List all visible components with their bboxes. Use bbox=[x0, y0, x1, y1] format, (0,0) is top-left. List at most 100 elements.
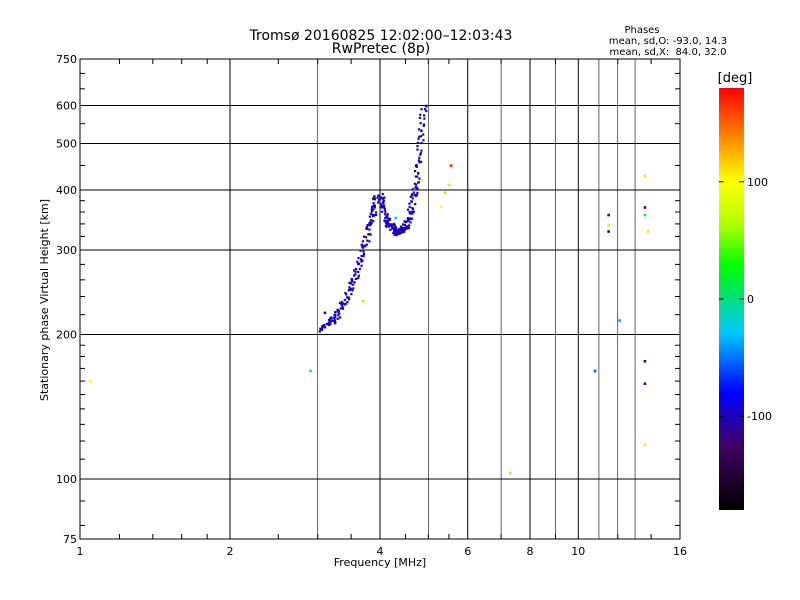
trace-point bbox=[364, 245, 367, 248]
trace-point bbox=[386, 223, 389, 226]
y-tick-label: 100 bbox=[56, 473, 77, 486]
trace-point bbox=[416, 145, 419, 148]
data-point bbox=[643, 359, 647, 363]
x-tick-label: 1 bbox=[77, 545, 84, 558]
trace-point bbox=[420, 129, 423, 133]
trace-point bbox=[361, 259, 364, 262]
x-axis-label: Frequency [MHz] bbox=[334, 556, 426, 569]
data-point bbox=[394, 216, 398, 220]
trace-point bbox=[360, 243, 364, 246]
data-point bbox=[643, 206, 647, 209]
trace-point bbox=[364, 236, 368, 239]
data-point bbox=[646, 230, 650, 233]
trace-point bbox=[373, 198, 377, 201]
trace-point bbox=[422, 133, 425, 136]
colorbar-unit: [deg] bbox=[718, 71, 753, 86]
y-tick-label: 600 bbox=[56, 100, 77, 113]
trace-point bbox=[345, 293, 348, 296]
trace-point bbox=[420, 149, 423, 152]
grid-lines bbox=[80, 59, 680, 539]
trace-point bbox=[354, 267, 358, 271]
data-point bbox=[508, 471, 512, 475]
trace-point bbox=[423, 117, 426, 120]
trace-point bbox=[382, 202, 385, 205]
trace-point bbox=[385, 225, 388, 228]
trace-point bbox=[369, 220, 372, 223]
plot-area: 1 2 4 6 8 10 16 75 100 200 300 400 500 600 750 bbox=[56, 53, 687, 558]
trace-point bbox=[418, 156, 421, 159]
trace-point bbox=[369, 233, 372, 236]
trace-point bbox=[386, 221, 389, 225]
trace-point bbox=[408, 218, 411, 221]
stats-title: Phases bbox=[624, 25, 659, 36]
trace-point bbox=[340, 304, 343, 307]
trace-point bbox=[405, 226, 408, 230]
trace-point bbox=[395, 233, 399, 236]
trace-point bbox=[339, 307, 342, 310]
trace-point bbox=[340, 302, 343, 306]
trace-point bbox=[353, 274, 356, 277]
trace-point bbox=[418, 177, 421, 180]
colorbar-tick-label: 100 bbox=[747, 176, 768, 189]
trace-point bbox=[372, 197, 375, 200]
trace-point bbox=[341, 306, 344, 309]
y-tick-label: 500 bbox=[56, 138, 77, 151]
trace-point bbox=[373, 214, 376, 217]
trace-point bbox=[416, 148, 419, 151]
trace-point bbox=[348, 286, 351, 289]
trace-point bbox=[401, 223, 405, 226]
trace-point bbox=[411, 208, 415, 211]
trace-point bbox=[337, 314, 340, 317]
trace-point bbox=[370, 210, 374, 213]
trace-point bbox=[329, 317, 332, 320]
trace-point bbox=[398, 227, 401, 230]
trace-point bbox=[334, 311, 337, 314]
colorbar-ticks: 100 0 -100 bbox=[719, 176, 772, 423]
trace-point bbox=[418, 135, 421, 138]
trace-point bbox=[357, 270, 360, 273]
trace-point bbox=[420, 108, 423, 111]
trace-point bbox=[408, 212, 412, 215]
y-axis-label: Stationary phase Virtual Height [km] bbox=[38, 199, 51, 401]
trace-point bbox=[387, 225, 390, 228]
trace-point bbox=[381, 206, 384, 209]
y-tick-label: 300 bbox=[56, 244, 77, 257]
trace-point bbox=[357, 256, 360, 260]
trace-point bbox=[373, 206, 376, 209]
trace-point bbox=[388, 218, 391, 222]
trace-point bbox=[403, 229, 406, 232]
trace-point bbox=[414, 183, 418, 186]
x-tick-label: 2 bbox=[227, 545, 234, 558]
trace-point bbox=[415, 163, 418, 167]
trace-point bbox=[362, 252, 366, 256]
trace-point bbox=[418, 161, 421, 164]
trace-point bbox=[403, 223, 406, 227]
trace-point bbox=[356, 260, 359, 263]
trace-point bbox=[390, 224, 393, 227]
trace-point bbox=[365, 226, 369, 229]
data-point bbox=[643, 382, 647, 386]
trace-point bbox=[392, 228, 396, 232]
trace-point bbox=[422, 139, 425, 142]
trace-point bbox=[411, 188, 414, 191]
trace-point bbox=[363, 235, 366, 238]
trace-point bbox=[393, 224, 397, 227]
trace-point bbox=[345, 302, 348, 305]
trace-point bbox=[365, 243, 368, 246]
trace-point bbox=[417, 137, 420, 140]
trace-point bbox=[408, 210, 411, 213]
trace-point bbox=[411, 194, 414, 197]
trace-point bbox=[352, 287, 355, 290]
trace-point bbox=[414, 202, 417, 206]
trace-point bbox=[398, 231, 401, 234]
trace-point bbox=[383, 207, 386, 211]
y-tick-label: 75 bbox=[63, 533, 77, 546]
trace-point bbox=[369, 222, 372, 226]
trace-point bbox=[366, 239, 369, 242]
axis-ticks: 1 2 4 6 8 10 16 75 100 200 300 400 500 600 750 bbox=[56, 53, 687, 558]
trace-point bbox=[423, 107, 427, 111]
trace-point bbox=[329, 319, 332, 323]
x-tick-label: 6 bbox=[464, 545, 471, 558]
trace-point bbox=[410, 217, 413, 220]
trace-point bbox=[341, 302, 345, 305]
